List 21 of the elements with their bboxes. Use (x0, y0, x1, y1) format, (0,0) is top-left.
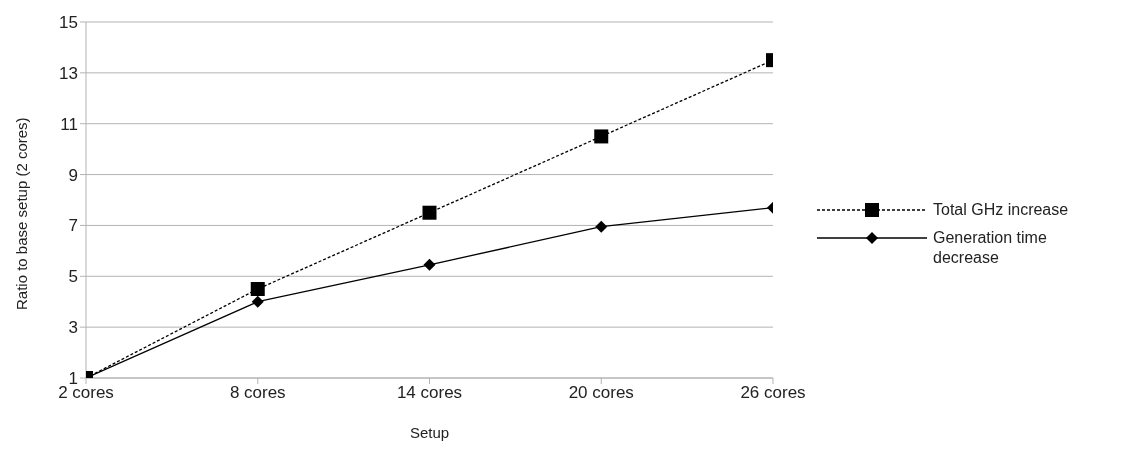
y-tick-label: 15 (59, 13, 78, 33)
x-tick-label: 14 cores (396, 383, 463, 403)
x-axis-title: Setup (409, 424, 450, 441)
text: Generation time decrease (933, 228, 1048, 268)
point (595, 220, 608, 233)
y-tick-label: 9 (68, 165, 78, 185)
point (422, 205, 437, 220)
text: Total GHz increase (933, 200, 1070, 220)
y-tick-label: 7 (68, 216, 78, 236)
y-axis-title: Ratio to base setup (2 cores) (13, 117, 31, 310)
point (250, 282, 265, 296)
x-tick-label: 8 cores (229, 383, 286, 403)
x-tick-label: 26 cores (740, 383, 806, 403)
point (423, 258, 436, 271)
y-tick-label: 3 (68, 318, 78, 338)
point (594, 129, 609, 144)
x-tick-label: 20 cores (568, 383, 634, 403)
y-tick-label: 11 (60, 114, 78, 134)
y-tick-label: 5 (68, 267, 78, 287)
y-tick-label: 13 (59, 63, 78, 83)
point (251, 295, 264, 308)
